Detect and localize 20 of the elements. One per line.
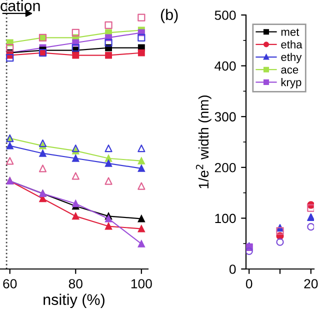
x-tick-label: 100 xyxy=(131,279,152,288)
x-tick-label: 60 xyxy=(3,279,17,288)
x-tick-label: 80 xyxy=(68,279,82,288)
y-tick-label: 300 xyxy=(214,112,236,122)
y-tick-label: 400 xyxy=(214,61,236,71)
legend-label: ace xyxy=(281,68,298,74)
legend-label: ethy xyxy=(281,52,302,64)
legend-label: kryp xyxy=(281,78,302,88)
x-tick-label: 0 xyxy=(246,279,252,288)
y-tick-label: 500 xyxy=(214,10,236,20)
text: cation xyxy=(0,0,40,12)
legend-label: etha xyxy=(281,40,302,48)
x-tick-label: 20 xyxy=(304,279,318,288)
y-tick-label: 0 xyxy=(229,264,236,274)
x-axis-title: nsitiy (%) xyxy=(44,294,104,308)
y-tick-label: 100 xyxy=(215,214,236,224)
y-axis-title: 1/e$^{2}$ width (nm) xyxy=(196,96,212,188)
legend-label: met xyxy=(281,28,300,36)
text: (b) xyxy=(160,8,178,24)
y-tick-label: 200 xyxy=(214,162,236,172)
